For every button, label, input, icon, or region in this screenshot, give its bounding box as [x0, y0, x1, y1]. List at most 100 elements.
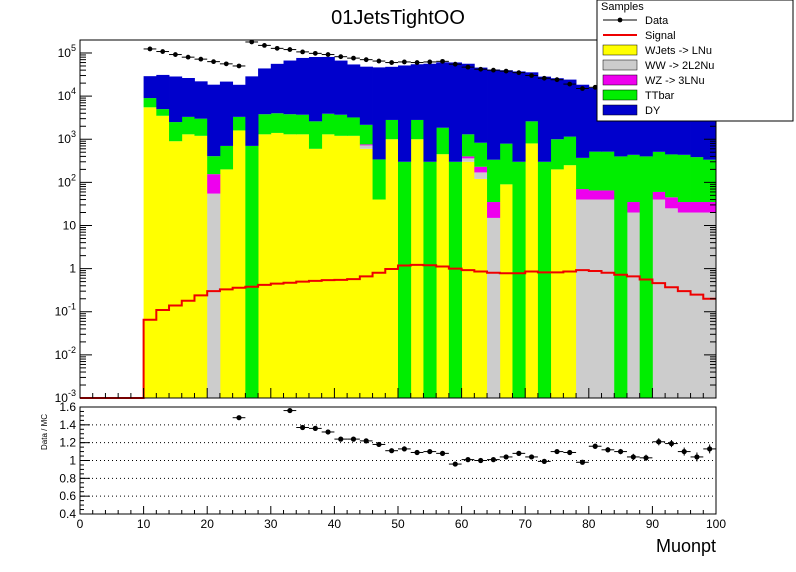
histogram-bar	[385, 66, 399, 120]
histogram-bar	[398, 65, 412, 162]
ratio-point	[592, 443, 598, 449]
x-tick-label: 80	[582, 517, 596, 531]
histogram-bar	[626, 154, 641, 203]
y-tick-label: 10	[63, 218, 77, 232]
histogram-bar	[156, 109, 170, 116]
histogram-bar	[270, 113, 284, 133]
y-tick-label: 10-2	[55, 345, 76, 362]
x-tick-label: 100	[706, 517, 726, 531]
data-point	[516, 70, 522, 76]
ratio-y-tick-label: 1.2	[59, 436, 76, 450]
y-tick-label: 10-1	[55, 302, 76, 319]
histogram-bar	[448, 62, 462, 162]
histogram-bar	[525, 121, 539, 144]
histogram-bar	[232, 130, 246, 398]
histogram-bar	[219, 169, 234, 398]
y-tick-label: 10-3	[55, 388, 76, 405]
histogram-bar	[423, 161, 437, 398]
histogram-bar	[550, 139, 564, 170]
histogram-bar	[181, 78, 195, 117]
histogram-bar	[270, 63, 284, 114]
data-point	[262, 42, 267, 48]
histogram-bar	[563, 165, 577, 398]
histogram-bar	[143, 98, 157, 108]
histogram-bar	[665, 154, 679, 198]
ratio-point	[300, 424, 306, 431]
histogram-bar	[601, 190, 615, 200]
histogram-bar	[639, 156, 653, 398]
legend-title: Samples	[601, 1, 644, 13]
histogram-bar	[474, 142, 488, 167]
histogram-bar	[334, 60, 348, 115]
y-tick-label: 104	[58, 86, 76, 103]
legend-data-marker	[617, 17, 623, 23]
histogram-bar	[499, 143, 513, 185]
x-tick-label: 40	[328, 517, 342, 531]
histogram-bar	[461, 161, 475, 398]
legend-entry-label: Data	[645, 15, 669, 27]
histogram-bar	[219, 145, 234, 170]
histogram-bar	[461, 134, 475, 157]
data-point	[376, 58, 382, 64]
data-point	[465, 64, 471, 70]
data-point	[452, 61, 458, 67]
ratio-point	[541, 458, 547, 464]
histogram-bar	[321, 113, 335, 135]
histogram-bar	[601, 199, 615, 398]
data-point	[503, 68, 509, 74]
data-point	[223, 61, 229, 67]
histogram-bar	[690, 114, 704, 158]
data-point	[274, 45, 280, 51]
histogram-bar	[512, 71, 526, 162]
histogram-bar	[576, 199, 590, 398]
histogram-bar	[308, 121, 323, 149]
histogram-bar	[677, 154, 691, 203]
ratio-point	[643, 455, 649, 461]
histogram-bar	[169, 76, 183, 123]
data-point	[338, 54, 344, 60]
histogram-bar	[296, 57, 310, 115]
ratio-point	[338, 436, 344, 442]
y-tick-label: 102	[58, 172, 76, 189]
data-point	[554, 77, 560, 83]
legend-entry-label: WW -> 2L2Nu	[645, 60, 714, 72]
histogram-bar	[448, 161, 462, 398]
ratio-point	[554, 448, 560, 455]
ratio-point	[414, 449, 420, 456]
ratio-point	[503, 454, 509, 460]
histogram-bar	[143, 107, 157, 398]
ratio-plot-background	[80, 407, 716, 514]
data-point	[529, 73, 534, 78]
histogram-bar	[487, 69, 501, 160]
legend-swatch	[602, 74, 638, 86]
legend-entry-label: TTbar	[645, 90, 675, 102]
ratio-point	[630, 454, 636, 460]
ratio-point	[681, 448, 687, 455]
histogram-bar	[563, 79, 577, 137]
histogram-bar	[474, 67, 488, 143]
histogram-bar	[703, 202, 717, 213]
x-tick-label: 10	[137, 517, 151, 531]
histogram-bar	[194, 118, 208, 136]
ratio-y-tick-label: 1	[69, 454, 76, 468]
ratio-point	[668, 440, 675, 447]
histogram-bar	[143, 76, 157, 99]
histogram-bar	[474, 172, 488, 179]
histogram-bar	[245, 76, 259, 146]
ratio-point	[401, 446, 407, 452]
histogram-bar	[588, 190, 602, 200]
signal-line	[80, 263, 716, 399]
x-tick-label: 50	[391, 517, 405, 531]
histogram-bar	[677, 212, 691, 398]
histogram-bar	[334, 114, 348, 136]
histogram-bar	[677, 202, 691, 213]
histogram-bar	[334, 135, 348, 398]
histogram-bar	[321, 134, 335, 398]
histogram-bar	[245, 145, 259, 398]
histogram-bar	[308, 148, 323, 398]
histogram-bar	[410, 64, 424, 120]
histogram-bar	[474, 178, 488, 398]
data-point	[414, 60, 420, 65]
ratio-point	[465, 457, 471, 463]
